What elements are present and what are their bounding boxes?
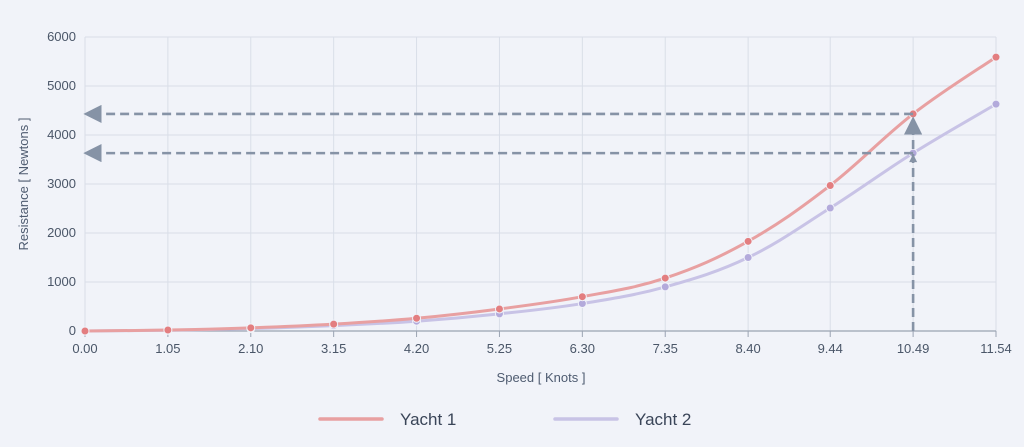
yacht-1-line — [83, 55, 998, 333]
yacht-2-point — [743, 253, 753, 262]
x-tick-label: 0.00 — [72, 341, 97, 356]
x-tick-label: 6.30 — [570, 341, 595, 356]
y-tick-label: 6000 — [47, 29, 76, 44]
x-tick-label: 5.25 — [487, 341, 512, 356]
axes: 0 1000 2000 3000 4000 5000 6000 0.00 1.05 2.10 3.1… — [47, 29, 1012, 356]
yacht-1-point — [743, 236, 753, 246]
yacht-1-point — [329, 319, 339, 329]
series — [80, 52, 1001, 336]
x-tick-label: 10.49 — [897, 341, 930, 356]
yacht-1-point — [163, 325, 173, 335]
y-tick-label: 0 — [69, 323, 76, 338]
y-tick-label: 5000 — [47, 78, 76, 93]
legend: Yacht 1 Yacht 2 — [318, 410, 691, 429]
x-tick-label: 2.10 — [238, 341, 263, 356]
x-tick-label: 7.35 — [653, 341, 678, 356]
y-axis-title: Resistance [ Newtons ] — [16, 118, 31, 251]
x-tick-label: 8.40 — [735, 341, 760, 356]
x-tick-label: 3.15 — [321, 341, 346, 356]
yacht-1-point — [80, 326, 90, 336]
y-tick-label: 2000 — [47, 225, 76, 240]
yacht-1-point — [660, 273, 670, 283]
x-axis-title: Speed [ Knots ] — [497, 370, 586, 385]
y-tick-label: 1000 — [47, 274, 76, 289]
grid — [84, 36, 997, 332]
yacht-1-point — [412, 313, 422, 323]
annotations — [83, 104, 923, 331]
x-tick-label: 1.05 — [155, 341, 180, 356]
yacht-1-point — [577, 292, 587, 302]
legend-label-2: Yacht 2 — [635, 410, 691, 429]
yacht-1-point — [825, 180, 835, 190]
yacht-2-point — [825, 203, 835, 213]
y-tick-label: 4000 — [47, 127, 76, 142]
y-tick-label: 3000 — [47, 176, 76, 191]
yacht-1-point — [991, 52, 1001, 62]
guide-arrowhead — [909, 154, 918, 163]
x-tick-label: 11.54 — [980, 341, 1012, 356]
yacht-1-point — [246, 323, 256, 333]
yacht-2-line — [83, 102, 998, 333]
yacht-2-point — [991, 99, 1001, 109]
x-tick-label: 9.44 — [818, 341, 843, 356]
x-tick-label: 4.20 — [404, 341, 429, 356]
yacht-2-point — [660, 282, 670, 292]
legend-label-1: Yacht 1 — [400, 410, 456, 429]
yacht-1-point — [494, 304, 504, 314]
